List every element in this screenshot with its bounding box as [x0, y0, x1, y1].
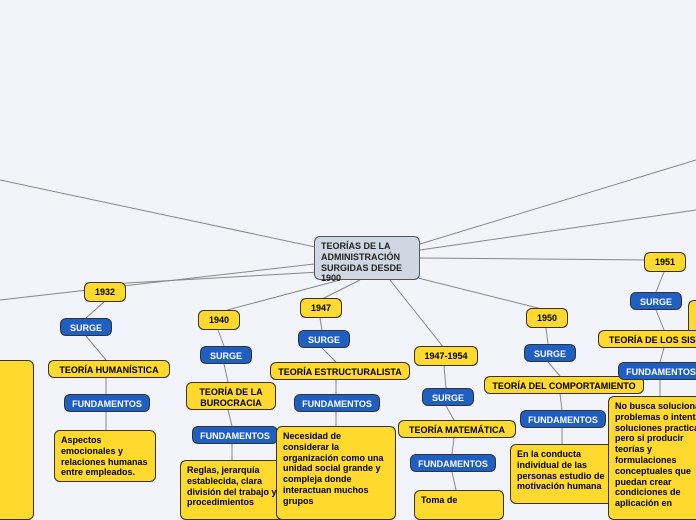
surge-label: SURGE — [640, 297, 672, 307]
theory-burocracia[interactable]: TEORÍA DE LA BUROCRACIA — [186, 382, 276, 410]
year-1950[interactable]: 1950 — [526, 308, 568, 328]
year-label: 1950 — [537, 313, 557, 323]
root-label: TEORÍAS DE LA ADMINISTRACIÓN SURGIDAS DE… — [321, 241, 402, 283]
desc-1947-1954: Toma de — [414, 490, 504, 520]
theory-matematica[interactable]: TEORÍA MATEMÁTICA — [398, 420, 516, 438]
desc-1947: Necesidad de considerar la organización … — [276, 426, 396, 520]
fund-1940[interactable]: FUNDAMENTOS — [192, 426, 278, 444]
theory-label: TEORÍA DEL COMPORTAMIENTO — [492, 381, 635, 391]
year-1951[interactable]: 1951 — [644, 252, 686, 272]
desc-1951: No busca solucionar problemas o intentar… — [608, 396, 696, 520]
fund-1950[interactable]: FUNDAMENTOS — [520, 410, 606, 428]
fund-1932[interactable]: FUNDAMENTOS — [64, 394, 150, 412]
surge-label: SURGE — [308, 335, 340, 345]
fund-label: FUNDAMENTOS — [528, 415, 598, 425]
desc-1932: Aspectos emocionales y relaciones humana… — [54, 430, 156, 482]
year-label: 1951 — [655, 257, 675, 267]
year-label: 1940 — [209, 315, 229, 325]
desc-text: Necesidad de considerar la organización … — [283, 431, 384, 506]
surge-1940[interactable]: SURGE — [200, 346, 252, 364]
fund-label: FUNDAMENTOS — [626, 367, 696, 377]
theory-sistemas[interactable]: TEORÍA DE LOS SISTEMAS — [598, 330, 696, 348]
surge-label: SURGE — [70, 323, 102, 333]
desc-text: En la conducta individual de las persona… — [517, 449, 605, 491]
theory-label: TEORÍA DE LOS SISTEMAS — [609, 335, 696, 345]
year-1940[interactable]: 1940 — [198, 310, 240, 330]
year-label: 1947-1954 — [424, 351, 467, 361]
fund-label: FUNDAMENTOS — [418, 459, 488, 469]
desc-1950: En la conducta individual de las persona… — [510, 444, 620, 504]
surge-label: SURGE — [210, 351, 242, 361]
year-1947-1954[interactable]: 1947-1954 — [414, 346, 478, 366]
theory-label: TEORÍA HUMANÍSTICA — [59, 365, 158, 375]
root-node[interactable]: TEORÍAS DE LA ADMINISTRACIÓN SURGIDAS DE… — [314, 236, 420, 280]
year-label: 1947 — [311, 303, 331, 313]
year-label: 1932 — [95, 287, 115, 297]
year-1947[interactable]: 1947 — [300, 298, 342, 318]
theory-humanistica[interactable]: TEORÍA HUMANÍSTICA — [48, 360, 170, 378]
fund-label: FUNDAMENTOS — [200, 431, 270, 441]
desc-1940: Reglas, jerarquía establecida, clara div… — [180, 460, 290, 520]
fund-label: FUNDAMENTOS — [72, 399, 142, 409]
surge-1932[interactable]: SURGE — [60, 318, 112, 336]
desc-text: No busca solucionar problemas o intentar… — [615, 401, 696, 508]
surge-1947-1954[interactable]: SURGE — [422, 388, 474, 406]
surge-1947[interactable]: SURGE — [298, 330, 350, 348]
fund-1951[interactable]: FUNDAMENTOS — [618, 362, 696, 380]
theory-label: TEORÍA MATEMÁTICA — [409, 425, 505, 435]
desc-text: Aspectos emocionales y relaciones humana… — [61, 435, 148, 477]
year-1932[interactable]: 1932 — [84, 282, 126, 302]
fund-1947-1954[interactable]: FUNDAMENTOS — [410, 454, 496, 472]
surge-1951[interactable]: SURGE — [630, 292, 682, 310]
desc-text: Toma de — [421, 495, 457, 505]
fund-1947[interactable]: FUNDAMENTOS — [294, 394, 380, 412]
surge-1950[interactable]: SURGE — [524, 344, 576, 362]
theory-label: TEORÍA ESTRUCTURALISTA — [278, 367, 402, 377]
theory-estructuralista[interactable]: TEORÍA ESTRUCTURALISTA — [270, 362, 410, 380]
surge-label: SURGE — [534, 349, 566, 359]
desc-text: Reglas, jerarquía establecida, clara div… — [187, 465, 277, 507]
partial-left-block — [0, 360, 34, 520]
fund-label: FUNDAMENTOS — [302, 399, 372, 409]
theory-label: TEORÍA DE LA BUROCRACIA — [199, 387, 262, 408]
surge-label: SURGE — [432, 393, 464, 403]
